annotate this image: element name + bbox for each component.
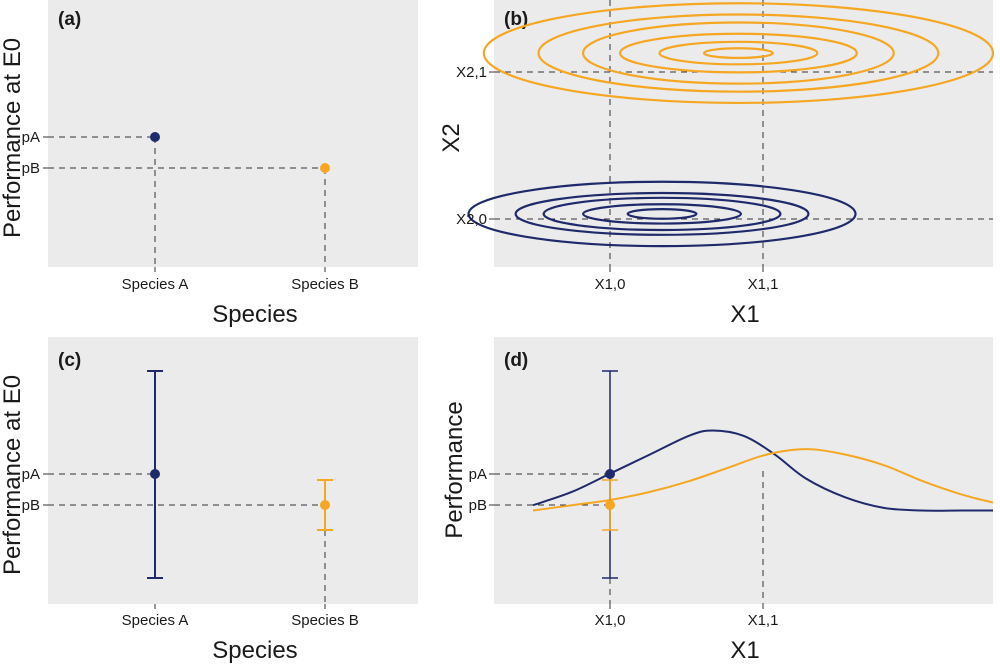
panel-b-xtick-label-x10: X1,0	[595, 276, 626, 293]
panel-b-contour-species-a-2	[542, 196, 782, 232]
panel-b-contours	[467, 2, 995, 248]
panel-d-xtick-label-x10: X1,0	[595, 612, 626, 629]
panel-a: (a) pA pB Species A Species B Species Pe…	[0, 0, 418, 328]
panel-b-contour-species-a-0	[626, 207, 698, 220]
panel-a-point-species-a	[150, 132, 160, 142]
panel-b-contour-species-b-3	[582, 21, 895, 85]
panel-c-ytick-label-pb: pB	[22, 497, 40, 514]
panel-b-contour-species-b-1	[658, 40, 819, 66]
panel-c-ytick-label-pa: pA	[22, 466, 40, 483]
panel-b-background	[494, 0, 993, 267]
panel-b: (b) X2,1 X2,0 X1,0 X1,1 X1 X2	[438, 0, 995, 328]
panel-d-y-axis-title: Performance	[441, 401, 468, 538]
panel-c-point-species-b	[320, 500, 330, 510]
panel-b-ytick-label-x21: X2,1	[456, 64, 487, 81]
panel-c-tag: (c)	[58, 350, 81, 371]
panel-d-x-axis-title: X1	[730, 637, 759, 664]
panel-d-tag: (d)	[504, 350, 528, 371]
panel-d-ytick-label-pa: pA	[469, 466, 487, 483]
panel-c-xtick-label-species-a: Species A	[122, 612, 189, 629]
panel-c-background	[48, 337, 418, 604]
panel-d-xtick-label-x11: X1,1	[748, 612, 779, 629]
panel-a-ytick-label-pb: pB	[22, 160, 40, 177]
panel-b-contour-species-a-3	[514, 191, 810, 236]
panel-b-contour-species-b-5	[482, 2, 995, 105]
panel-b-contour-species-a-4	[467, 180, 857, 248]
panel-b-contour-species-b-4	[537, 13, 940, 93]
panel-b-contour-species-b-2	[618, 32, 858, 74]
panel-c: (c) pA pB Species A Species B Species Pe…	[0, 337, 418, 664]
panel-d-point-species-a	[605, 469, 615, 479]
panel-c-y-axis-title: Performance at E0	[0, 375, 26, 575]
panel-c-xtick-label-species-b: Species B	[291, 612, 359, 629]
panel-c-point-species-a	[150, 469, 160, 479]
panel-b-xtick-label-x11: X1,1	[748, 276, 779, 293]
panel-a-x-axis-title: Species	[212, 301, 297, 328]
panel-b-y-axis-title: X2	[438, 123, 465, 152]
panel-b-x-axis-title: X1	[730, 301, 759, 328]
panel-b-contour-species-a-1	[582, 203, 743, 225]
panel-b-tag: (b)	[504, 9, 528, 30]
panel-a-xtick-label-species-a: Species A	[122, 276, 189, 293]
panel-b-contour-species-b-0	[702, 47, 774, 60]
panel-d: (d) pA pB X1,0 X1,1 X1 Performance	[441, 337, 994, 664]
panel-a-xtick-label-species-b: Species B	[291, 276, 359, 293]
panel-d-ytick-label-pb: pB	[469, 497, 487, 514]
panel-a-background	[48, 0, 418, 267]
panel-a-point-species-b	[320, 163, 330, 173]
panel-a-ytick-label-pa: pA	[22, 129, 40, 146]
panel-a-y-axis-title: Performance at E0	[0, 38, 26, 238]
panel-d-curve-species-b	[532, 448, 994, 512]
panel-c-x-axis-title: Species	[212, 637, 297, 664]
panel-b-ytick-label-x20: X2,0	[456, 211, 487, 228]
panel-d-background	[494, 337, 993, 604]
panel-a-tag: (a)	[58, 9, 81, 30]
panel-d-point-species-b	[605, 500, 615, 510]
